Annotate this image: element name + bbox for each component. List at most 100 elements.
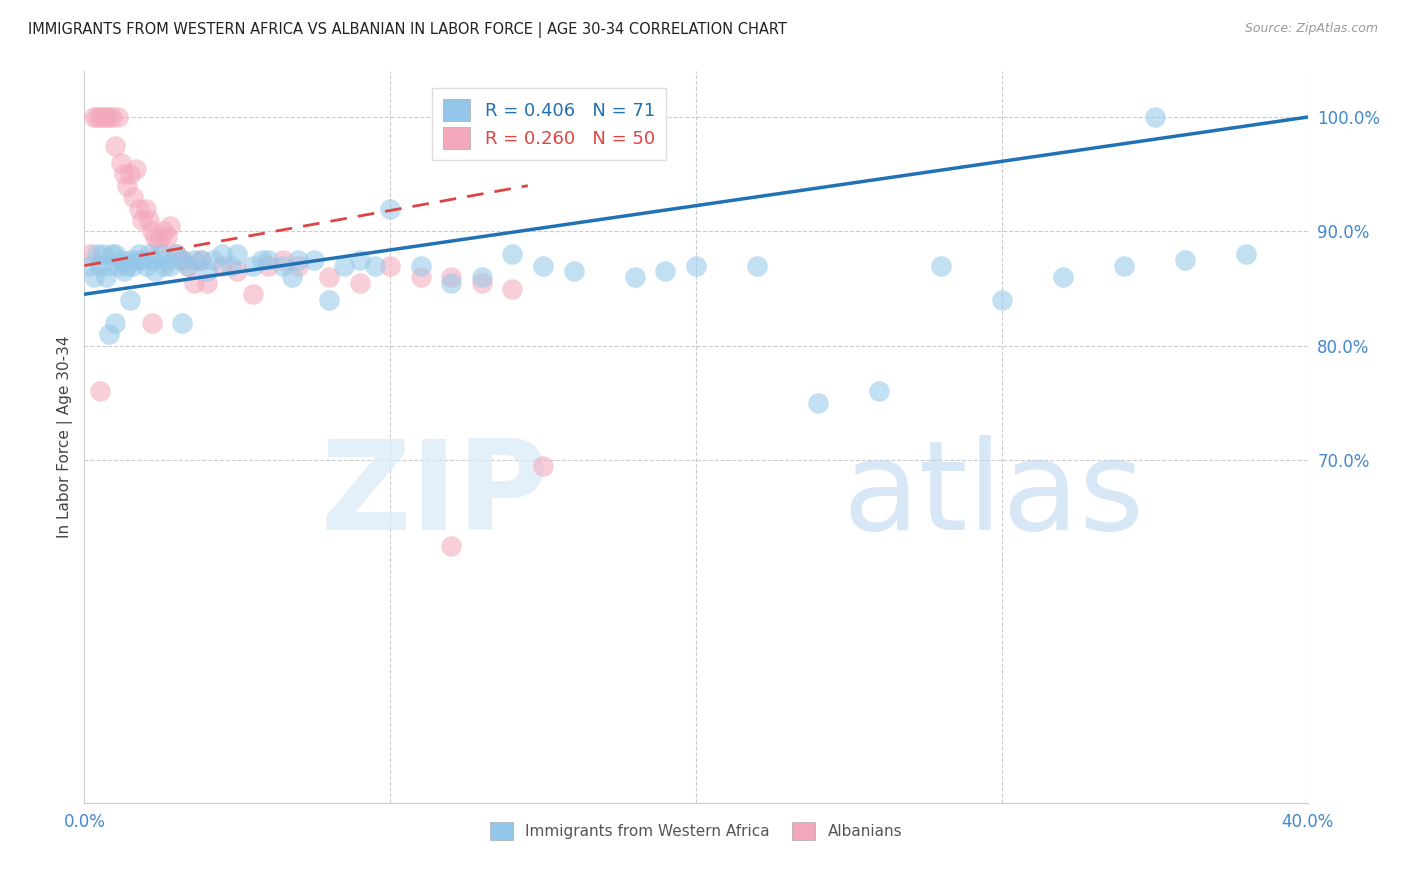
Point <box>149 230 172 244</box>
Point <box>471 276 494 290</box>
Point <box>172 252 194 267</box>
Point <box>79 247 101 261</box>
Point <box>440 539 463 553</box>
Point <box>104 316 127 330</box>
Point <box>131 213 153 227</box>
Point <box>177 259 200 273</box>
Point <box>1052 270 1074 285</box>
Point <box>219 259 242 273</box>
Point <box>257 259 280 273</box>
Point <box>128 202 150 216</box>
Point <box>991 293 1014 307</box>
Point <box>471 270 494 285</box>
Point <box>115 178 138 193</box>
Point <box>440 276 463 290</box>
Point <box>226 247 249 261</box>
Point <box>146 235 169 250</box>
Point <box>112 264 135 278</box>
Point <box>153 224 176 238</box>
Point <box>685 259 707 273</box>
Point <box>165 247 187 261</box>
Point <box>138 247 160 261</box>
Point <box>83 110 105 124</box>
Point <box>79 259 101 273</box>
Point <box>120 167 142 181</box>
Point <box>156 230 179 244</box>
Point <box>201 252 224 267</box>
Point <box>125 161 148 176</box>
Point <box>380 259 402 273</box>
Point <box>135 259 157 273</box>
Point <box>131 252 153 267</box>
Point <box>177 259 200 273</box>
Point <box>1143 110 1166 124</box>
Point <box>333 259 356 273</box>
Point <box>211 259 233 273</box>
Point <box>195 276 218 290</box>
Point <box>86 110 108 124</box>
Point <box>101 110 124 124</box>
Point <box>211 247 233 261</box>
Point <box>409 259 432 273</box>
Point <box>97 110 120 124</box>
Y-axis label: In Labor Force | Age 30-34: In Labor Force | Age 30-34 <box>58 335 73 539</box>
Point <box>97 327 120 342</box>
Text: ZIP: ZIP <box>321 435 550 556</box>
Point <box>141 316 163 330</box>
Point <box>502 247 524 261</box>
Point <box>1174 252 1197 267</box>
Point <box>159 219 181 233</box>
Point <box>287 259 309 273</box>
Point <box>101 247 124 261</box>
Point <box>654 264 676 278</box>
Point <box>318 270 340 285</box>
Text: IMMIGRANTS FROM WESTERN AFRICA VS ALBANIAN IN LABOR FORCE | AGE 30-34 CORRELATIO: IMMIGRANTS FROM WESTERN AFRICA VS ALBANI… <box>28 22 787 38</box>
Point <box>97 259 120 273</box>
Point <box>747 259 769 273</box>
Point <box>281 270 304 285</box>
Point <box>349 276 371 290</box>
Point <box>226 264 249 278</box>
Point <box>94 270 117 285</box>
Point <box>153 259 176 273</box>
Legend: Immigrants from Western Africa, Albanians: Immigrants from Western Africa, Albanian… <box>484 815 908 847</box>
Point <box>302 252 325 267</box>
Point <box>91 110 114 124</box>
Point <box>138 213 160 227</box>
Point <box>115 259 138 273</box>
Point <box>1114 259 1136 273</box>
Point <box>502 281 524 295</box>
Point <box>149 247 172 261</box>
Point <box>125 252 148 267</box>
Point <box>409 270 432 285</box>
Point <box>929 259 952 273</box>
Point <box>86 247 108 261</box>
Point <box>107 259 129 273</box>
Point <box>869 384 891 399</box>
Point <box>242 287 264 301</box>
Point <box>380 202 402 216</box>
Point <box>156 252 179 267</box>
Point <box>172 252 194 267</box>
Point <box>318 293 340 307</box>
Text: atlas: atlas <box>842 435 1144 556</box>
Point <box>440 270 463 285</box>
Point <box>624 270 647 285</box>
Point <box>143 264 166 278</box>
Point <box>271 259 294 273</box>
Point <box>122 190 145 204</box>
Point <box>104 247 127 261</box>
Point <box>1236 247 1258 261</box>
Point <box>257 252 280 267</box>
Point <box>195 264 218 278</box>
Point <box>141 252 163 267</box>
Point <box>110 156 132 170</box>
Point <box>120 252 142 267</box>
Point <box>159 259 181 273</box>
Point <box>89 110 111 124</box>
Point <box>143 230 166 244</box>
Point <box>94 110 117 124</box>
Point <box>91 247 114 261</box>
Point <box>141 224 163 238</box>
Point <box>287 252 309 267</box>
